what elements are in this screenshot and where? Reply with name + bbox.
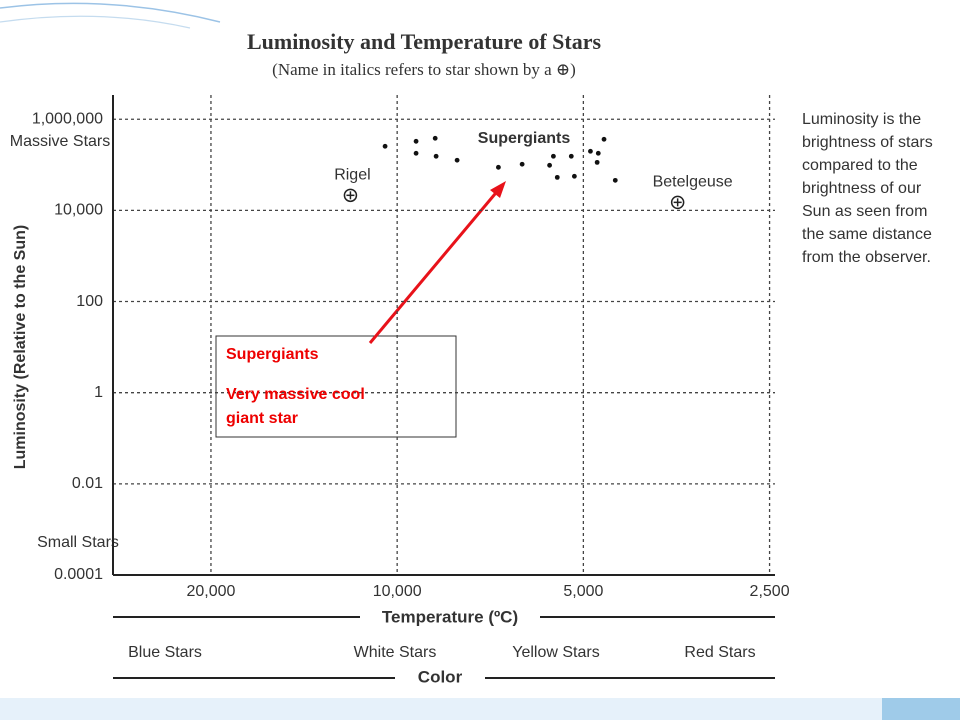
annotation: Supergiants — [478, 130, 571, 147]
y-axis-label: Luminosity (Relative to the Sun) — [12, 225, 29, 469]
annotation: Small Stars — [37, 534, 119, 551]
star-point — [601, 136, 607, 142]
y-tick-label: 0.01 — [72, 475, 103, 492]
star-point — [382, 143, 388, 149]
x-tick-label: 2,500 — [750, 583, 790, 600]
callout-line: giant star — [226, 410, 298, 427]
side-note-line: from the observer. — [802, 249, 931, 266]
star-name: Rigel — [334, 167, 370, 184]
color-band: White Stars — [354, 644, 437, 661]
side-note: Luminosity is the brightness of stars comp… — [802, 111, 933, 266]
star-point — [432, 135, 438, 141]
side-note-line: Sun as seen from — [802, 203, 927, 220]
chart-subtitle: (Name in italics refers to star shown by… — [272, 60, 576, 79]
decor-curve — [0, 2, 221, 23]
y-tick-label: 1,000,000 — [32, 110, 103, 127]
x-axis-label: Temperature (ºC) — [382, 607, 518, 626]
y-tick-label: 100 — [76, 293, 103, 310]
star-point — [547, 162, 552, 168]
star-point — [568, 153, 574, 159]
star-point — [433, 153, 439, 159]
x-tick-label: 10,000 — [373, 583, 422, 600]
decor-curve — [0, 15, 191, 29]
star-point — [612, 177, 618, 183]
star-point — [519, 161, 525, 167]
color-band: Yellow Stars — [512, 644, 599, 661]
arrow — [368, 187, 502, 344]
star-point — [594, 159, 600, 165]
star-point — [413, 138, 419, 144]
chart-title: Luminosity and Temperature of Stars — [247, 29, 602, 54]
named-star — [670, 195, 685, 210]
callout-box — [215, 335, 457, 438]
side-note-line: brightness of our — [802, 180, 922, 197]
side-note-line: compared to the — [802, 157, 918, 174]
star-point — [571, 173, 577, 179]
y-tick-label: 0.0001 — [54, 566, 103, 583]
y-tick-label: 10,000 — [54, 202, 103, 219]
callout-line: Very massive cool — [226, 386, 365, 403]
color-band: Red Stars — [684, 644, 755, 661]
x-tick-label: 5,000 — [563, 583, 603, 600]
side-note-line: Luminosity is the — [802, 111, 921, 128]
decor-band — [0, 698, 960, 720]
callout-title: Supergiants — [226, 346, 319, 363]
star-point — [413, 150, 419, 156]
color-label: Color — [418, 667, 463, 686]
decor-block — [882, 698, 960, 720]
star-point — [454, 157, 460, 163]
arrow-head — [490, 181, 506, 198]
x-tick-label: 20,000 — [186, 583, 235, 600]
star-point — [588, 148, 593, 154]
star-point — [595, 150, 601, 156]
side-note-line: the same distance — [802, 226, 932, 243]
side-note-line: brightness of stars — [802, 134, 933, 151]
star-point — [496, 164, 501, 170]
star-point — [551, 153, 556, 159]
color-band: Blue Stars — [128, 644, 202, 661]
y-tick-label: 1 — [94, 384, 103, 401]
named-star — [343, 188, 358, 203]
annotation: Massive Stars — [10, 133, 110, 150]
star-point — [554, 174, 560, 180]
star-name: Betelgeuse — [653, 174, 733, 191]
